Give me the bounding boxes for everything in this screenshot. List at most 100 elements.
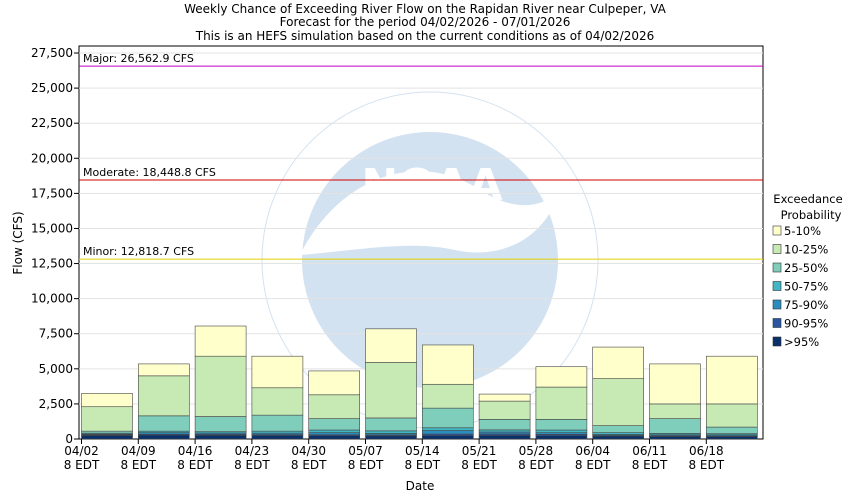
bar-segment-5-10pct bbox=[308, 370, 361, 396]
bar-segment-50-75pct bbox=[308, 429, 361, 433]
y-tick-label: 0 bbox=[65, 432, 73, 446]
y-axis-label: Flow (CFS) bbox=[11, 211, 25, 274]
bar-segment-25-50pct bbox=[251, 414, 304, 432]
bar-segment-10-25pct bbox=[592, 378, 645, 426]
chart-title-line-2: Forecast for the period 04/02/2026 - 07/… bbox=[280, 15, 571, 29]
legend-label: 75-90% bbox=[784, 298, 828, 312]
x-tick-label-time: 8 EDT bbox=[461, 458, 497, 472]
y-tick-label: 12,500 bbox=[31, 257, 73, 271]
y-tick-label: 5,000 bbox=[39, 362, 73, 376]
bar-segment-25-50pct bbox=[365, 417, 417, 432]
legend-swatch bbox=[772, 281, 782, 291]
legend-label: 25-50% bbox=[784, 261, 828, 275]
x-tick-label-time: 8 EDT bbox=[688, 458, 724, 472]
x-tick-label-date: 04/16 bbox=[178, 444, 213, 458]
threshold-label: Moderate: 18,448.8 CFS bbox=[83, 166, 216, 179]
bar-segment-25-50pct bbox=[649, 418, 701, 434]
x-tick-label-date: 05/14 bbox=[405, 444, 440, 458]
bar-segment-5-10pct bbox=[649, 363, 701, 405]
legend-label: 50-75% bbox=[784, 280, 828, 294]
x-tick-label-time: 8 EDT bbox=[291, 458, 327, 472]
x-tick-label-time: 8 EDT bbox=[518, 458, 554, 472]
bar-segment-50-75pct bbox=[535, 429, 588, 433]
x-tick-label-time: 8 EDT bbox=[177, 458, 213, 472]
bar-segment-gt95pct bbox=[365, 435, 417, 440]
bar-segment-10-25pct bbox=[478, 400, 531, 420]
bar-segment-5-10pct bbox=[81, 393, 133, 408]
y-axis: 0 2,500 5,000 7,500 10,000 12,500 15,000 17,500… bbox=[31, 46, 79, 446]
x-tick-label-date: 06/04 bbox=[575, 444, 610, 458]
bar-segment-25-50pct bbox=[478, 419, 531, 431]
x-tick-label-date: 04/23 bbox=[235, 444, 270, 458]
bar-segment-25-50pct bbox=[421, 407, 474, 429]
legend-title-line-1: Exceedance bbox=[773, 192, 842, 206]
x-tick-label-time: 8 EDT bbox=[404, 458, 440, 472]
bar-segment-gt95pct bbox=[649, 436, 701, 440]
bar-segment-50-75pct bbox=[478, 429, 531, 433]
bar-segment-5-10pct bbox=[365, 328, 417, 363]
bar-segment-75-90pct bbox=[421, 430, 474, 435]
legend-swatch bbox=[772, 262, 782, 273]
y-tick-label: 27,500 bbox=[31, 46, 73, 60]
bar-segment-5-10pct bbox=[421, 344, 474, 385]
bar-segment-10-25pct bbox=[308, 394, 361, 419]
x-tick-label-time: 8 EDT bbox=[575, 458, 611, 472]
noaa-logo-lettering: NOAA bbox=[361, 160, 502, 211]
bar-segment-gt95pct bbox=[592, 435, 645, 440]
bar-segment-10-25pct bbox=[251, 387, 304, 416]
x-tick-label-date: 05/21 bbox=[462, 444, 497, 458]
bar-segment-10-25pct bbox=[138, 375, 190, 417]
threshold-label: Minor: 12,818.7 CFS bbox=[83, 245, 194, 258]
bar-segment-25-50pct bbox=[308, 418, 361, 431]
bar-segment-75-90pct bbox=[308, 432, 361, 436]
y-tick-label: 22,500 bbox=[31, 116, 73, 130]
y-tick-label: 17,500 bbox=[31, 186, 73, 200]
y-tick-label: 20,000 bbox=[31, 151, 73, 165]
bar-segment-gt95pct bbox=[81, 435, 133, 440]
bars bbox=[81, 325, 758, 440]
legend-swatch bbox=[772, 244, 782, 254]
legend-swatch bbox=[772, 318, 782, 328]
y-tick-label: 25,000 bbox=[31, 81, 73, 95]
x-tick-label-date: 05/07 bbox=[348, 444, 383, 458]
legend-label: 90-95% bbox=[784, 317, 828, 331]
bar-segment-50-75pct bbox=[365, 430, 417, 434]
bar-segment-25-50pct bbox=[535, 419, 588, 431]
bar-segment-50-75pct bbox=[421, 427, 474, 431]
legend-label: 10-25% bbox=[784, 243, 828, 257]
legend-title-line-2: Probability bbox=[781, 208, 842, 222]
bar-segment-gt95pct bbox=[478, 435, 531, 440]
bar-segment-gt95pct bbox=[308, 435, 361, 440]
y-tick-label: 2,500 bbox=[39, 397, 73, 411]
x-tick-label-time: 8 EDT bbox=[632, 458, 668, 472]
x-tick-label-time: 8 EDT bbox=[120, 458, 156, 472]
bar-segment-gt95pct bbox=[194, 435, 247, 440]
bar-segment-25-50pct bbox=[592, 425, 645, 433]
chart-title-line-1: Weekly Chance of Exceeding River Flow on… bbox=[184, 2, 667, 16]
x-tick-label-date: 04/02 bbox=[64, 444, 99, 458]
legend-swatch bbox=[772, 225, 782, 236]
bar-segment-gt95pct bbox=[138, 434, 190, 440]
x-tick-label-time: 8 EDT bbox=[348, 458, 384, 472]
legend-swatch bbox=[772, 336, 782, 347]
bar-segment-gt95pct bbox=[535, 435, 588, 440]
bar-segment-gt95pct bbox=[251, 435, 304, 440]
bar-segment-5-10pct bbox=[535, 366, 588, 388]
bar-segment-gt95pct bbox=[705, 436, 758, 440]
bar-segment-gt95pct bbox=[421, 435, 474, 440]
x-tick-label-time: 8 EDT bbox=[234, 458, 270, 472]
x-tick-label-date: 05/28 bbox=[519, 444, 554, 458]
x-tick-label-date: 06/18 bbox=[689, 444, 724, 458]
x-axis-label: Date bbox=[406, 479, 435, 493]
x-tick-label-time: 8 EDT bbox=[64, 458, 100, 472]
y-tick-label: 15,000 bbox=[31, 221, 73, 235]
bar-segment-5-10pct bbox=[194, 325, 247, 357]
legend-label: 5-10% bbox=[784, 224, 821, 238]
bar-segment-10-25pct bbox=[421, 383, 474, 409]
y-tick-label: 7,500 bbox=[39, 327, 73, 341]
bar-segment-5-10pct bbox=[478, 393, 531, 402]
bar-segment-10-25pct bbox=[535, 386, 588, 420]
threshold-label: Major: 26,562.9 CFS bbox=[83, 52, 194, 65]
bar-segment-5-10pct bbox=[705, 355, 758, 405]
